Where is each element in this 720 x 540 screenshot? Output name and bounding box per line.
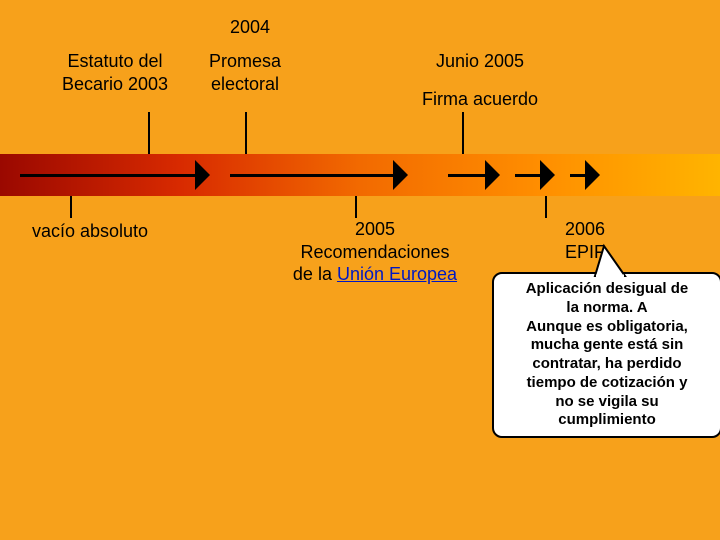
timeline-arrow-shaft xyxy=(570,174,585,177)
callout-line: la norma. A xyxy=(502,299,712,318)
tick-top xyxy=(245,112,247,154)
event-top-0-line: Estatuto del xyxy=(50,50,180,73)
event-top-2: 2004 xyxy=(210,16,290,39)
event-bottom-1-line: Recomendaciones xyxy=(280,241,470,264)
event-top-4-line: Firma acuerdo xyxy=(400,88,560,111)
callout-line: no se vigila su xyxy=(502,393,712,412)
event-bottom-2-line: EPIF xyxy=(540,241,630,264)
event-top-1-line: Promesa xyxy=(190,50,300,73)
event-top-4: Firma acuerdo xyxy=(400,88,560,111)
tick-bottom xyxy=(355,196,357,218)
event-bottom-1-line: de la Unión Europea xyxy=(280,263,470,286)
timeline-arrow-head xyxy=(540,160,555,190)
event-bottom-1-line: 2005 xyxy=(280,218,470,241)
timeline-arrow-shaft xyxy=(230,174,393,177)
tick-top xyxy=(148,112,150,154)
tick-bottom xyxy=(545,196,547,218)
event-top-2-line: 2004 xyxy=(210,16,290,39)
tick-bottom xyxy=(70,196,72,218)
timeline-arrow-head xyxy=(195,160,210,190)
callout-line: Aplicación desigual de xyxy=(502,280,712,299)
event-top-1: Promesaelectoral xyxy=(190,50,300,95)
callout-line: mucha gente está sin xyxy=(502,336,712,355)
timeline-arrow-head xyxy=(585,160,600,190)
link-union-europea[interactable]: Unión Europea xyxy=(337,264,457,284)
event-top-0: Estatuto delBecario 2003 xyxy=(50,50,180,95)
event-top-3: Junio 2005 xyxy=(415,50,545,73)
callout-box: Aplicación desigual dela norma. AAunque … xyxy=(492,272,720,438)
callout-line: cumplimiento xyxy=(502,411,712,430)
timeline-arrow-shaft xyxy=(20,174,195,177)
tick-top xyxy=(462,112,464,154)
callout-line: tiempo de cotización y xyxy=(502,374,712,393)
event-top-1-line: electoral xyxy=(190,73,300,96)
event-bottom-2-line: 2006 xyxy=(540,218,630,241)
event-top-0-line: Becario 2003 xyxy=(50,73,180,96)
timeline-arrow-head xyxy=(393,160,408,190)
timeline-diagram: Estatuto delBecario 2003Promesaelectoral… xyxy=(0,0,720,540)
callout-line: Aunque es obligatoria, xyxy=(502,318,712,337)
event-bottom-1: 2005Recomendacionesde la Unión Europea xyxy=(280,218,470,286)
timeline-arrow-shaft xyxy=(515,174,540,177)
event-bottom-2: 2006EPIF xyxy=(540,218,630,263)
event-bottom-0: vacío absoluto xyxy=(20,220,160,243)
timeline-arrow-head xyxy=(485,160,500,190)
timeline-arrow-shaft xyxy=(448,174,485,177)
event-bottom-0-line: vacío absoluto xyxy=(20,220,160,243)
callout-line: contratar, ha perdido xyxy=(502,355,712,374)
event-top-3-line: Junio 2005 xyxy=(415,50,545,73)
